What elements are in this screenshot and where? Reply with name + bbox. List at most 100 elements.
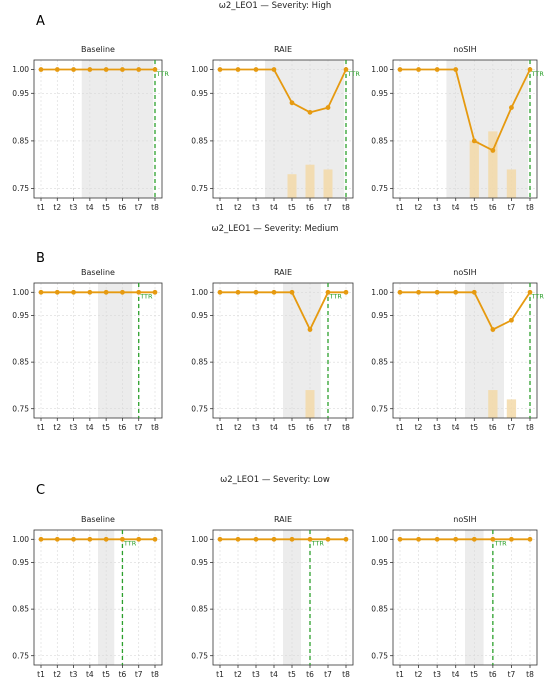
data-point [416,67,421,72]
data-point [289,536,295,542]
data-point [38,536,44,542]
data-point [325,105,331,110]
y-tick-label: 0.75 [12,404,29,413]
data-point [217,536,223,542]
plot-frame [392,529,538,666]
data-point [397,67,403,72]
y-tick-label: 1.00 [12,65,29,74]
data-point [453,67,459,72]
data-point [453,536,459,542]
data-point [217,67,223,72]
x-tick-label: t2 [53,670,61,679]
x-tick-label: t5 [102,670,110,679]
data-point [434,289,440,295]
y-tick-label: 0.95 [371,311,388,320]
x-tick-label: t2 [415,670,423,679]
x-tick-label: t1 [37,670,45,679]
y-tick-label: 0.85 [191,136,208,145]
panel-title: RAIE [274,515,292,524]
disruption-window [283,530,301,665]
y-tick-label: 0.95 [12,311,29,320]
x-tick-label: t6 [119,203,127,212]
data-point [325,289,331,295]
y-tick-label: 0.85 [12,136,29,145]
row-a: ω2_LEO1 — Severity: High A Baseline 0.75 0.8… [12,1,544,212]
data-point [416,536,421,542]
data-point [71,289,76,295]
x-tick-label: t8 [151,203,159,212]
data-point [136,289,142,295]
x-tick-label: t4 [452,670,460,679]
x-tick-label: t8 [151,670,159,679]
x-tick-label: t6 [119,670,127,679]
y-tick-label: 0.95 [12,89,29,98]
x-tick-label: t4 [452,423,460,432]
x-tick-label: t4 [270,203,278,212]
panel-title: RAIE [274,268,292,277]
data-point [152,536,158,542]
y-tick-label: 1.00 [191,288,208,297]
data-point [325,536,331,542]
data-point [136,67,142,72]
y-tick-label: 0.75 [191,184,208,193]
data-point [509,105,514,110]
y-tick-label: 0.95 [191,311,208,320]
data-point [271,289,277,295]
x-tick-label: t7 [324,670,332,679]
impact-bar [287,174,297,198]
x-tick-label: t6 [489,423,497,432]
data-point [103,67,109,72]
impact-bar [305,164,315,198]
panel-title: Baseline [81,515,115,524]
plot-frame [33,59,163,199]
x-tick-label: t6 [119,423,127,432]
panel-title: noSIH [453,515,476,524]
ttr-label: TTR [531,70,545,78]
data-point [509,536,514,542]
x-tick-label: t1 [396,670,404,679]
x-tick-label: t3 [252,423,260,432]
panel-nosih: noSIH 0.75 0.85 0.95 1.00 t1 t2 t3 t4 t5 t6 t7 t8 TTR [371,268,544,432]
data-point [307,536,313,542]
x-tick-label: t2 [234,670,242,679]
data-point [87,289,93,295]
x-tick-label: t3 [252,203,260,212]
data-point [152,67,158,72]
plot-frame [392,282,538,419]
x-tick-label: t3 [433,423,441,432]
x-tick-label: t7 [324,203,332,212]
x-tick-label: t4 [270,423,278,432]
data-point [38,67,44,72]
x-tick-label: t8 [526,423,534,432]
data-point [120,289,125,295]
x-tick-label: t1 [396,203,404,212]
panel-title: Baseline [81,45,115,54]
data-point [87,536,93,542]
data-point [490,148,496,153]
x-tick-label: t1 [37,203,45,212]
y-tick-label: 0.85 [12,358,29,367]
data-point [471,289,477,295]
data-point [527,536,533,542]
row-label: C [36,483,45,498]
ttr-label: TTR [531,293,545,301]
x-tick-label: t2 [53,423,61,432]
data-point [307,109,313,115]
ttr-label: TTR [156,70,170,78]
series-line [220,291,346,331]
data-point [527,67,533,72]
y-tick-label: 0.85 [371,136,388,145]
data-point [217,289,223,295]
y-tick-label: 0.85 [191,358,208,367]
y-tick-label: 0.75 [12,184,29,193]
plot-frame [392,59,538,199]
data-point [235,536,241,542]
panel-title: RAIE [274,45,292,54]
impact-bar [506,399,517,418]
x-tick-label: t5 [470,670,478,679]
y-tick-label: 1.00 [191,535,208,544]
data-point [54,67,60,72]
x-tick-label: t5 [470,423,478,432]
panel-raie: RAIE 0.75 0.85 0.95 1.00 t1 t2 t3 t4 t5 t6 t7 t8 TTR [191,515,354,679]
x-tick-label: t8 [342,423,350,432]
